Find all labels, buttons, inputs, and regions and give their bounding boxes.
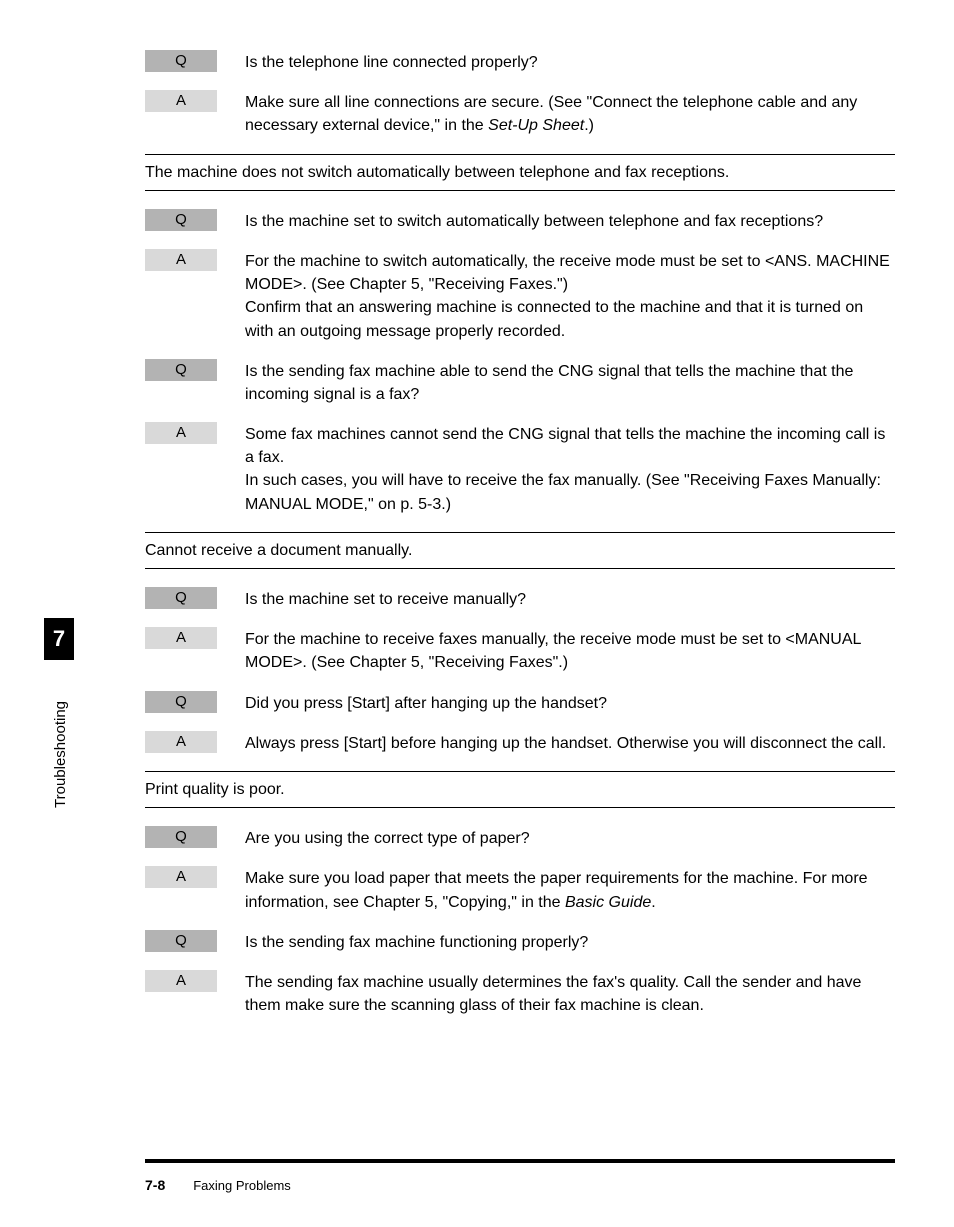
question-tag: Q — [145, 209, 217, 231]
qa-row: Q Are you using the correct type of pape… — [145, 826, 895, 850]
answer-tag: A — [145, 627, 217, 649]
answer-tag: A — [145, 866, 217, 888]
page-content: Q Is the telephone line connected proper… — [145, 50, 895, 1033]
answer-text: Some fax machines cannot send the CNG si… — [245, 422, 895, 516]
qa-row: Q Did you press [Start] after hanging up… — [145, 691, 895, 715]
faq-section: The machine does not switch automaticall… — [145, 154, 895, 516]
answer-tag: A — [145, 90, 217, 112]
qa-row: Q Is the machine set to switch automatic… — [145, 209, 895, 233]
qa-row: A Make sure all line connections are sec… — [145, 90, 895, 137]
section-heading: The machine does not switch automaticall… — [145, 155, 895, 191]
question-text: Is the machine set to switch automatical… — [245, 209, 895, 233]
answer-tag: A — [145, 731, 217, 753]
answer-text-italic: Set-Up Sheet — [488, 117, 584, 134]
question-text: Is the machine set to receive manually? — [245, 587, 895, 611]
qa-row: A Always press [Start] before hanging up… — [145, 731, 895, 755]
page-number: 7-8 — [145, 1177, 165, 1193]
chapter-number: 7 — [53, 626, 65, 652]
qa-row: Q Is the sending fax machine functioning… — [145, 930, 895, 954]
chapter-number-box: 7 — [44, 618, 74, 660]
qa-row: A Make sure you load paper that meets th… — [145, 866, 895, 913]
chapter-title: Troubleshooting — [52, 701, 69, 808]
chapter-tab: 7 Troubleshooting — [44, 618, 74, 660]
qa-row: A For the machine to receive faxes manua… — [145, 627, 895, 674]
qa-row: Q Is the telephone line connected proper… — [145, 50, 895, 74]
page-footer: 7-8 Faxing Problems — [145, 1177, 895, 1193]
answer-tag: A — [145, 249, 217, 271]
question-tag: Q — [145, 826, 217, 848]
footer-section: Faxing Problems — [193, 1178, 291, 1193]
footer-rule — [145, 1159, 895, 1163]
qa-row: A The sending fax machine usually determ… — [145, 970, 895, 1017]
answer-text: For the machine to switch automatically,… — [245, 249, 895, 343]
section-heading: Cannot receive a document manually. — [145, 533, 895, 569]
question-tag: Q — [145, 359, 217, 381]
question-text: Did you press [Start] after hanging up t… — [245, 691, 895, 715]
answer-text: For the machine to receive faxes manuall… — [245, 627, 895, 674]
faq-section: Print quality is poor. Q Are you using t… — [145, 771, 895, 1017]
qa-row: Q Is the machine set to receive manually… — [145, 587, 895, 611]
answer-text-pre: Make sure you load paper that meets the … — [245, 870, 868, 910]
question-tag: Q — [145, 50, 217, 72]
answer-text: Always press [Start] before hanging up t… — [245, 731, 895, 755]
question-text: Is the sending fax machine functioning p… — [245, 930, 895, 954]
question-tag: Q — [145, 587, 217, 609]
answer-text-post: . — [651, 894, 655, 911]
section-heading: Print quality is poor. — [145, 772, 895, 808]
answer-tag: A — [145, 422, 217, 444]
faq-section: Cannot receive a document manually. Q Is… — [145, 532, 895, 755]
qa-row: A Some fax machines cannot send the CNG … — [145, 422, 895, 516]
answer-text: Make sure you load paper that meets the … — [245, 866, 895, 913]
answer-text: Make sure all line connections are secur… — [245, 90, 895, 137]
question-text: Is the sending fax machine able to send … — [245, 359, 895, 406]
qa-row: A For the machine to switch automaticall… — [145, 249, 895, 343]
question-text: Are you using the correct type of paper? — [245, 826, 895, 850]
question-tag: Q — [145, 691, 217, 713]
question-tag: Q — [145, 930, 217, 952]
answer-text-italic: Basic Guide — [565, 894, 651, 911]
answer-text-post: .) — [584, 117, 594, 134]
answer-text: The sending fax machine usually determin… — [245, 970, 895, 1017]
qa-row: Q Is the sending fax machine able to sen… — [145, 359, 895, 406]
question-text: Is the telephone line connected properly… — [245, 50, 895, 74]
answer-tag: A — [145, 970, 217, 992]
